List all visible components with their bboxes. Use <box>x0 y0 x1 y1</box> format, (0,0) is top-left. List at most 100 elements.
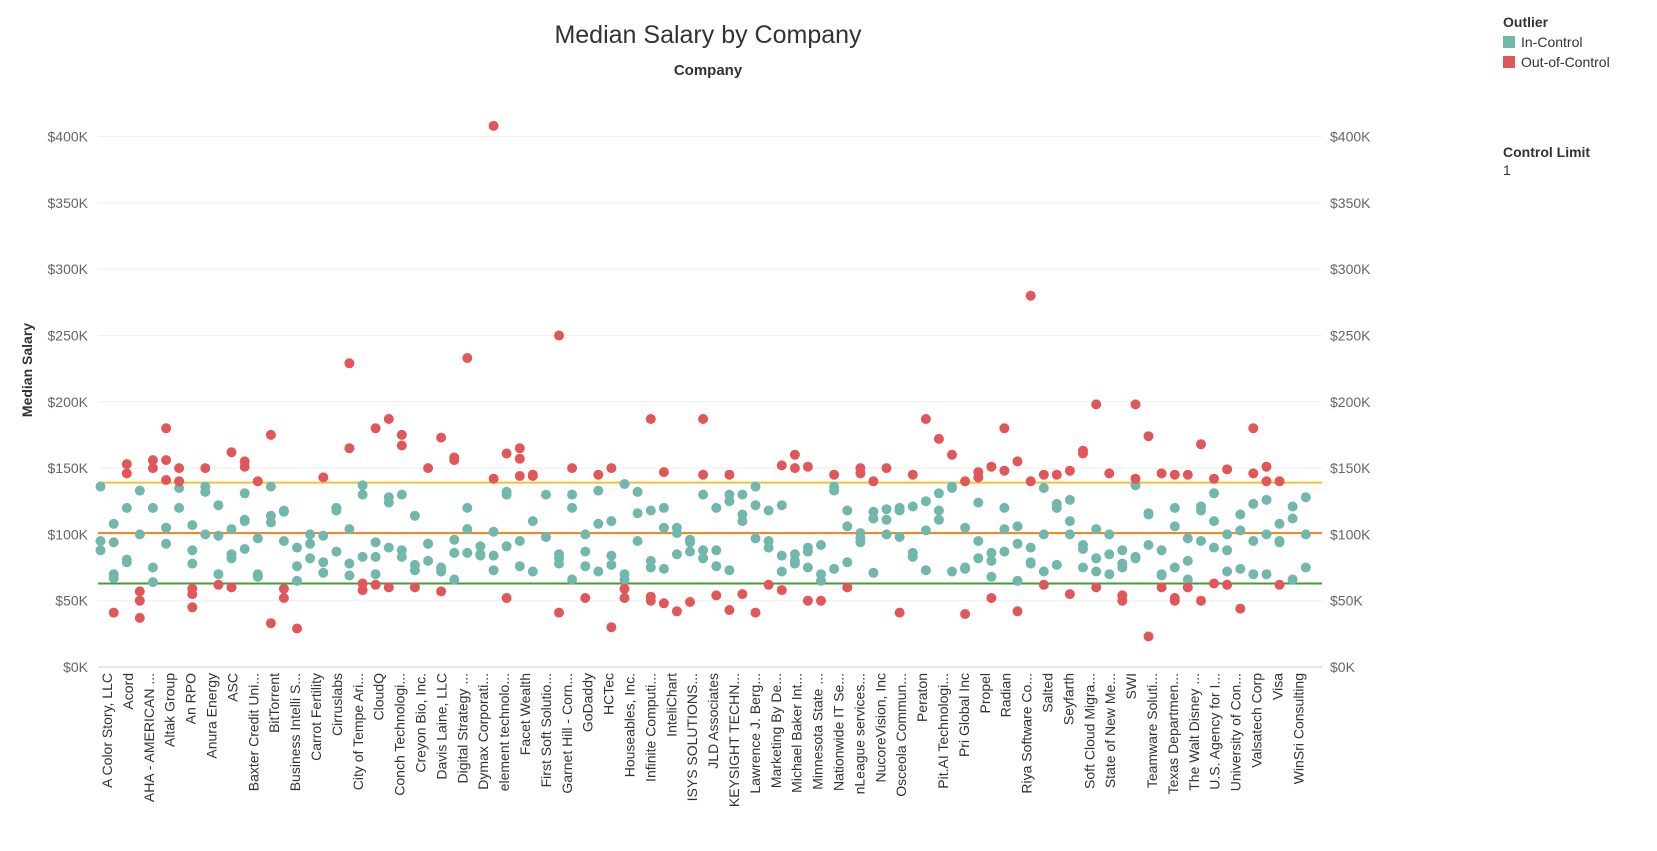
point-in-control <box>698 545 709 556</box>
point-in-control <box>331 546 342 557</box>
point-in-control <box>200 481 211 492</box>
point-out-of-control <box>606 622 617 633</box>
point-out-of-control <box>488 120 499 131</box>
point-in-control <box>423 555 434 566</box>
legend-label-out-of-control: Out-of-Control <box>1521 54 1610 70</box>
point-in-control <box>1064 516 1075 527</box>
y-tick-label-right: $200K <box>1330 394 1371 410</box>
x-category-label: Riya Software Co... <box>1019 673 1035 794</box>
point-in-control <box>541 532 551 542</box>
point-in-control <box>501 489 512 500</box>
point-out-of-control <box>226 447 237 458</box>
point-in-control <box>658 563 669 574</box>
point-out-of-control <box>1117 595 1128 606</box>
control-limit-parameter[interactable]: Control Limit 1 <box>1503 144 1590 178</box>
parameter-value[interactable]: 1 <box>1503 162 1511 178</box>
point-in-control <box>973 536 984 546</box>
point-out-of-control <box>1091 582 1102 593</box>
point-in-control <box>842 505 853 516</box>
point-in-control <box>187 520 198 531</box>
point-out-of-control <box>920 414 931 424</box>
point-in-control <box>95 481 106 492</box>
legend-item-out-of-control[interactable]: Out-of-Control <box>1503 52 1610 72</box>
point-in-control <box>960 522 971 533</box>
y-tick-label: $300K <box>48 261 89 277</box>
point-in-control <box>265 510 276 521</box>
legend-item-in-control[interactable]: In-Control <box>1503 32 1610 52</box>
point-out-of-control <box>619 583 630 594</box>
point-out-of-control <box>370 423 381 434</box>
point-out-of-control <box>436 586 447 597</box>
point-in-control <box>252 571 263 582</box>
point-in-control <box>121 554 132 565</box>
y-tick-label-right: $150K <box>1330 460 1371 476</box>
point-in-control <box>580 529 591 540</box>
point-in-control <box>711 561 722 572</box>
point-in-control <box>920 525 931 536</box>
point-in-control <box>1274 536 1285 546</box>
point-in-control <box>1169 502 1180 513</box>
point-in-control <box>1209 542 1219 553</box>
point-out-of-control <box>1196 595 1206 606</box>
point-in-control <box>239 488 250 499</box>
point-out-of-control <box>134 612 145 623</box>
x-category-label: Osceola Commun... <box>893 673 909 797</box>
point-out-of-control <box>147 463 158 474</box>
y-tick-label: $250K <box>48 327 89 343</box>
legend-title: Outlier <box>1503 14 1549 30</box>
x-category-label: Houseables, Inc. <box>622 673 638 777</box>
point-in-control <box>1038 483 1049 493</box>
point-in-control <box>606 516 617 527</box>
point-in-control <box>816 540 826 550</box>
point-in-control <box>632 508 643 519</box>
x-category-label: Davis Laine, LLC <box>433 673 449 780</box>
point-out-of-control <box>816 595 826 606</box>
point-in-control <box>920 496 931 507</box>
x-category-label: Acord <box>120 673 136 710</box>
x-category-label: Minnesota State ... <box>810 673 826 790</box>
point-out-of-control <box>252 476 263 487</box>
point-out-of-control <box>999 423 1010 434</box>
y-tick-label: $100K <box>48 526 89 542</box>
point-out-of-control <box>1143 431 1154 442</box>
point-in-control <box>1222 566 1233 577</box>
point-out-of-control <box>842 582 853 593</box>
point-in-control <box>671 549 682 560</box>
x-category-label: BitTorrent <box>266 673 282 733</box>
point-out-of-control <box>619 593 630 603</box>
point-in-control <box>816 575 826 586</box>
point-out-of-control <box>1038 579 1049 590</box>
point-in-control <box>632 536 643 546</box>
point-out-of-control <box>121 459 132 470</box>
point-out-of-control <box>265 429 276 440</box>
point-in-control <box>658 502 669 513</box>
point-in-control <box>829 485 840 496</box>
point-out-of-control <box>554 607 564 618</box>
point-out-of-control <box>1169 595 1180 606</box>
x-category-label: Propel <box>977 673 993 713</box>
point-out-of-control <box>658 598 669 609</box>
x-category-label: AHA - AMERICAN ... <box>141 673 157 802</box>
y-tick-label: $350K <box>48 195 89 211</box>
point-out-of-control <box>593 469 604 480</box>
point-in-control <box>95 545 106 556</box>
point-in-control <box>305 553 316 564</box>
point-in-control <box>108 537 119 548</box>
point-in-control <box>1104 549 1115 560</box>
point-in-control <box>776 566 787 577</box>
point-out-of-control <box>567 463 578 474</box>
point-in-control <box>789 549 800 560</box>
point-in-control <box>1130 553 1141 564</box>
point-in-control <box>1235 563 1246 574</box>
x-category-label: Digital Strategy ... <box>454 673 470 784</box>
point-out-of-control <box>370 579 381 590</box>
point-in-control <box>750 533 761 544</box>
point-in-control <box>1012 538 1023 549</box>
point-in-control <box>488 526 499 537</box>
point-in-control <box>1169 521 1180 532</box>
x-category-label: HCTec <box>601 673 617 715</box>
point-out-of-control <box>514 443 525 454</box>
point-out-of-control <box>868 476 879 487</box>
column-header: Company <box>674 62 743 79</box>
x-category-label: Michael Baker Int... <box>789 673 805 793</box>
